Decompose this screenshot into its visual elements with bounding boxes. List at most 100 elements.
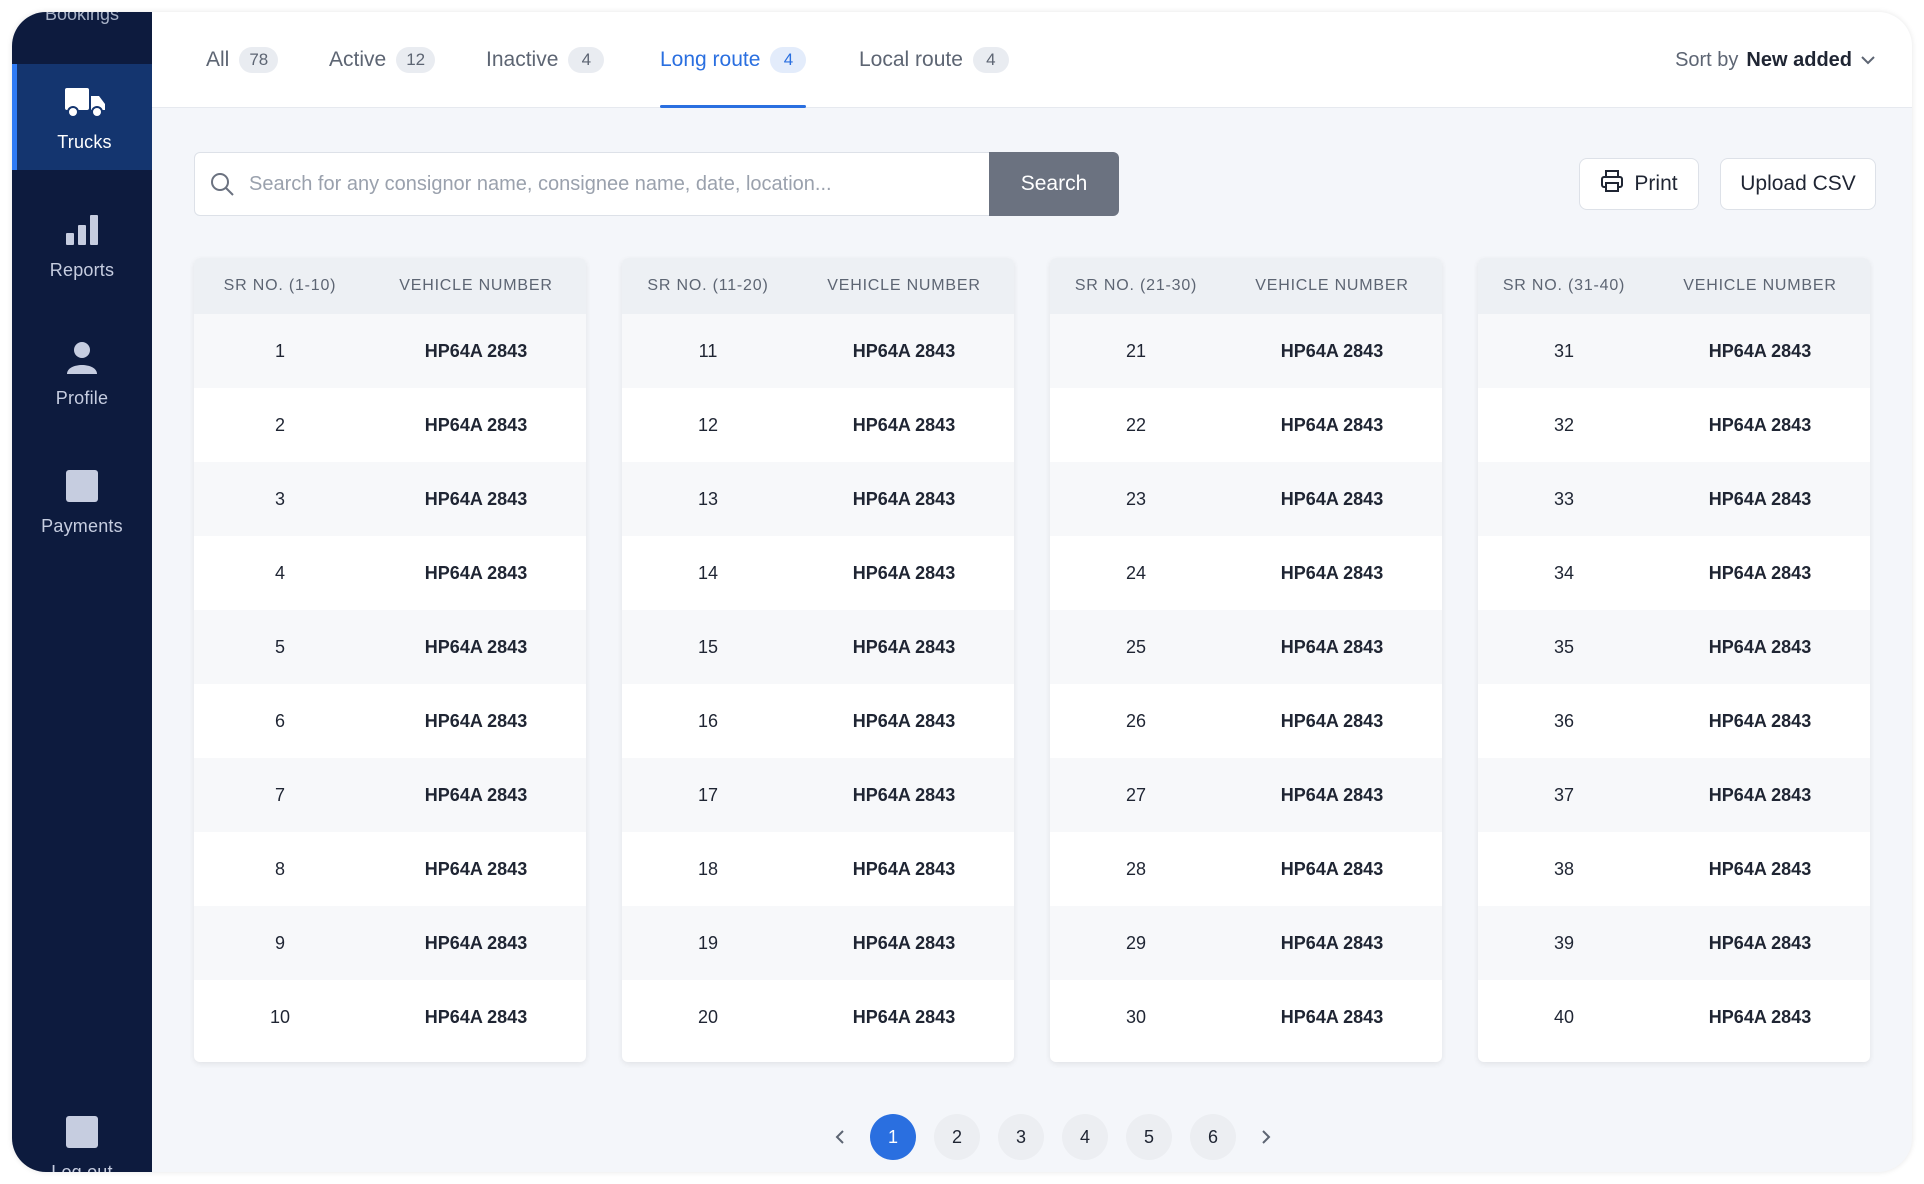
tab-long-route[interactable]: Long route 4: [660, 12, 807, 108]
table-row[interactable]: 8 HP64A 2843: [194, 832, 586, 906]
table-row[interactable]: 34 HP64A 2843: [1478, 536, 1870, 610]
table-row[interactable]: 16 HP64A 2843: [622, 684, 1014, 758]
table-row[interactable]: 29 HP64A 2843: [1050, 906, 1442, 980]
payments-icon: [60, 466, 104, 506]
page-button[interactable]: 2: [934, 1114, 980, 1160]
sidebar-item-trucks[interactable]: Trucks: [12, 64, 152, 170]
search-button[interactable]: Search: [989, 152, 1119, 216]
table-row[interactable]: 1 HP64A 2843: [194, 314, 586, 388]
table-row[interactable]: 33 HP64A 2843: [1478, 462, 1870, 536]
table-row[interactable]: 3 HP64A 2843: [194, 462, 586, 536]
table-row[interactable]: 39 HP64A 2843: [1478, 906, 1870, 980]
sort-value: New added: [1746, 48, 1852, 71]
upload-csv-button[interactable]: Upload CSV: [1720, 158, 1876, 210]
table-row[interactable]: 37 HP64A 2843: [1478, 758, 1870, 832]
sr-no-cell: 30: [1125, 1006, 1147, 1027]
table-row[interactable]: 7 HP64A 2843: [194, 758, 586, 832]
sidebar-item-bookings[interactable]: Bookings: [44, 12, 120, 24]
sr-no-cell: 22: [1125, 414, 1147, 435]
table-row[interactable]: 28 HP64A 2843: [1050, 832, 1442, 906]
page-button[interactable]: 1: [870, 1114, 916, 1160]
table-row[interactable]: 14 HP64A 2843: [622, 536, 1014, 610]
page-button[interactable]: 6: [1190, 1114, 1236, 1160]
vehicle-number-cell: HP64A 2843: [1708, 340, 1812, 361]
sr-no-cell: 38: [1553, 858, 1575, 879]
sr-no-cell: 12: [697, 414, 719, 435]
sort-dropdown[interactable]: Sort by New added: [1675, 12, 1876, 108]
vehicle-number-cell: HP64A 2843: [852, 488, 956, 509]
user-icon: [60, 338, 104, 378]
vehicle-number-cell: HP64A 2843: [852, 858, 956, 879]
sidebar-item-label: Trucks: [57, 131, 112, 152]
table-row[interactable]: 2 HP64A 2843: [194, 388, 586, 462]
table-row[interactable]: 21 HP64A 2843: [1050, 314, 1442, 388]
table-row[interactable]: 13 HP64A 2843: [622, 462, 1014, 536]
page-button[interactable]: 5: [1126, 1114, 1172, 1160]
table-row[interactable]: 31 HP64A 2843: [1478, 314, 1870, 388]
vehicle-number-cell: HP64A 2843: [424, 858, 528, 879]
table-row[interactable]: 40 HP64A 2843: [1478, 980, 1870, 1054]
tab-active[interactable]: Active 12: [329, 12, 436, 108]
sidebar-item-profile[interactable]: Profile: [12, 320, 152, 426]
tab-label: Long route: [660, 48, 761, 71]
table-row[interactable]: 25 HP64A 2843: [1050, 610, 1442, 684]
sr-no-cell: 21: [1125, 340, 1147, 361]
tab-local-route[interactable]: Local route 4: [859, 12, 1009, 108]
table-row[interactable]: 27 HP64A 2843: [1050, 758, 1442, 832]
sidebar-item-reports[interactable]: Reports: [12, 192, 152, 298]
vehicle-number-cell: HP64A 2843: [852, 932, 956, 953]
table-row[interactable]: 23 HP64A 2843: [1050, 462, 1442, 536]
table-row[interactable]: 36 HP64A 2843: [1478, 684, 1870, 758]
table-row[interactable]: 12 HP64A 2843: [622, 388, 1014, 462]
vehicle-number-cell: HP64A 2843: [1708, 414, 1812, 435]
prev-page-icon[interactable]: [828, 1129, 852, 1145]
table-row[interactable]: 5 HP64A 2843: [194, 610, 586, 684]
table-row[interactable]: 26 HP64A 2843: [1050, 684, 1442, 758]
table-row[interactable]: 19 HP64A 2843: [622, 906, 1014, 980]
page-button[interactable]: 3: [998, 1114, 1044, 1160]
vehicle-number-cell: HP64A 2843: [1280, 784, 1384, 805]
search-input[interactable]: [249, 153, 1117, 215]
table-row[interactable]: 38 HP64A 2843: [1478, 832, 1870, 906]
table-row[interactable]: 20 HP64A 2843: [622, 980, 1014, 1054]
table-row[interactable]: 6 HP64A 2843: [194, 684, 586, 758]
vehicle-number-cell: HP64A 2843: [852, 636, 956, 657]
tab-all[interactable]: All 78: [206, 12, 279, 108]
vehicle-number-cell: HP64A 2843: [1280, 636, 1384, 657]
tab-count-badge: 12: [396, 47, 436, 73]
column-header-sr-no: SR NO. (21-30): [1074, 277, 1198, 294]
vehicle-number-cell: HP64A 2843: [424, 340, 528, 361]
next-page-icon[interactable]: [1254, 1129, 1278, 1145]
table-row[interactable]: 11 HP64A 2843: [622, 314, 1014, 388]
column-header-vehicle-number: VEHICLE NUMBER: [827, 277, 981, 294]
sr-no-cell: 11: [698, 340, 718, 361]
sr-no-cell: 14: [697, 562, 719, 583]
sr-no-cell: 1: [274, 340, 285, 361]
tab-count-badge: 4: [972, 47, 1009, 73]
sr-no-cell: 15: [697, 636, 719, 657]
table-row[interactable]: 4 HP64A 2843: [194, 536, 586, 610]
sr-no-cell: 4: [274, 562, 285, 583]
table-header: SR NO. (11-20) VEHICLE NUMBER: [622, 258, 1014, 314]
table-row[interactable]: 32 HP64A 2843: [1478, 388, 1870, 462]
tab-inactive[interactable]: Inactive 4: [486, 12, 605, 108]
table-row[interactable]: 15 HP64A 2843: [622, 610, 1014, 684]
print-button[interactable]: Print: [1579, 158, 1699, 210]
sidebar-item-logout[interactable]: Log out: [12, 1112, 152, 1172]
sr-no-cell: 26: [1125, 710, 1147, 731]
column-header-sr-no: SR NO. (1-10): [223, 277, 337, 294]
vehicle-number-cell: HP64A 2843: [1708, 858, 1812, 879]
page-button[interactable]: 4: [1062, 1114, 1108, 1160]
table-row[interactable]: 18 HP64A 2843: [622, 832, 1014, 906]
vehicle-number-cell: HP64A 2843: [1708, 784, 1812, 805]
table-row[interactable]: 22 HP64A 2843: [1050, 388, 1442, 462]
table-row[interactable]: 10 HP64A 2843: [194, 980, 586, 1054]
table-row[interactable]: 30 HP64A 2843: [1050, 980, 1442, 1054]
table-row[interactable]: 24 HP64A 2843: [1050, 536, 1442, 610]
table-row[interactable]: 35 HP64A 2843: [1478, 610, 1870, 684]
table-row[interactable]: 9 HP64A 2843: [194, 906, 586, 980]
sidebar-item-payments[interactable]: Payments: [12, 448, 152, 554]
table-row[interactable]: 17 HP64A 2843: [622, 758, 1014, 832]
vehicle-number-cell: HP64A 2843: [1280, 932, 1384, 953]
